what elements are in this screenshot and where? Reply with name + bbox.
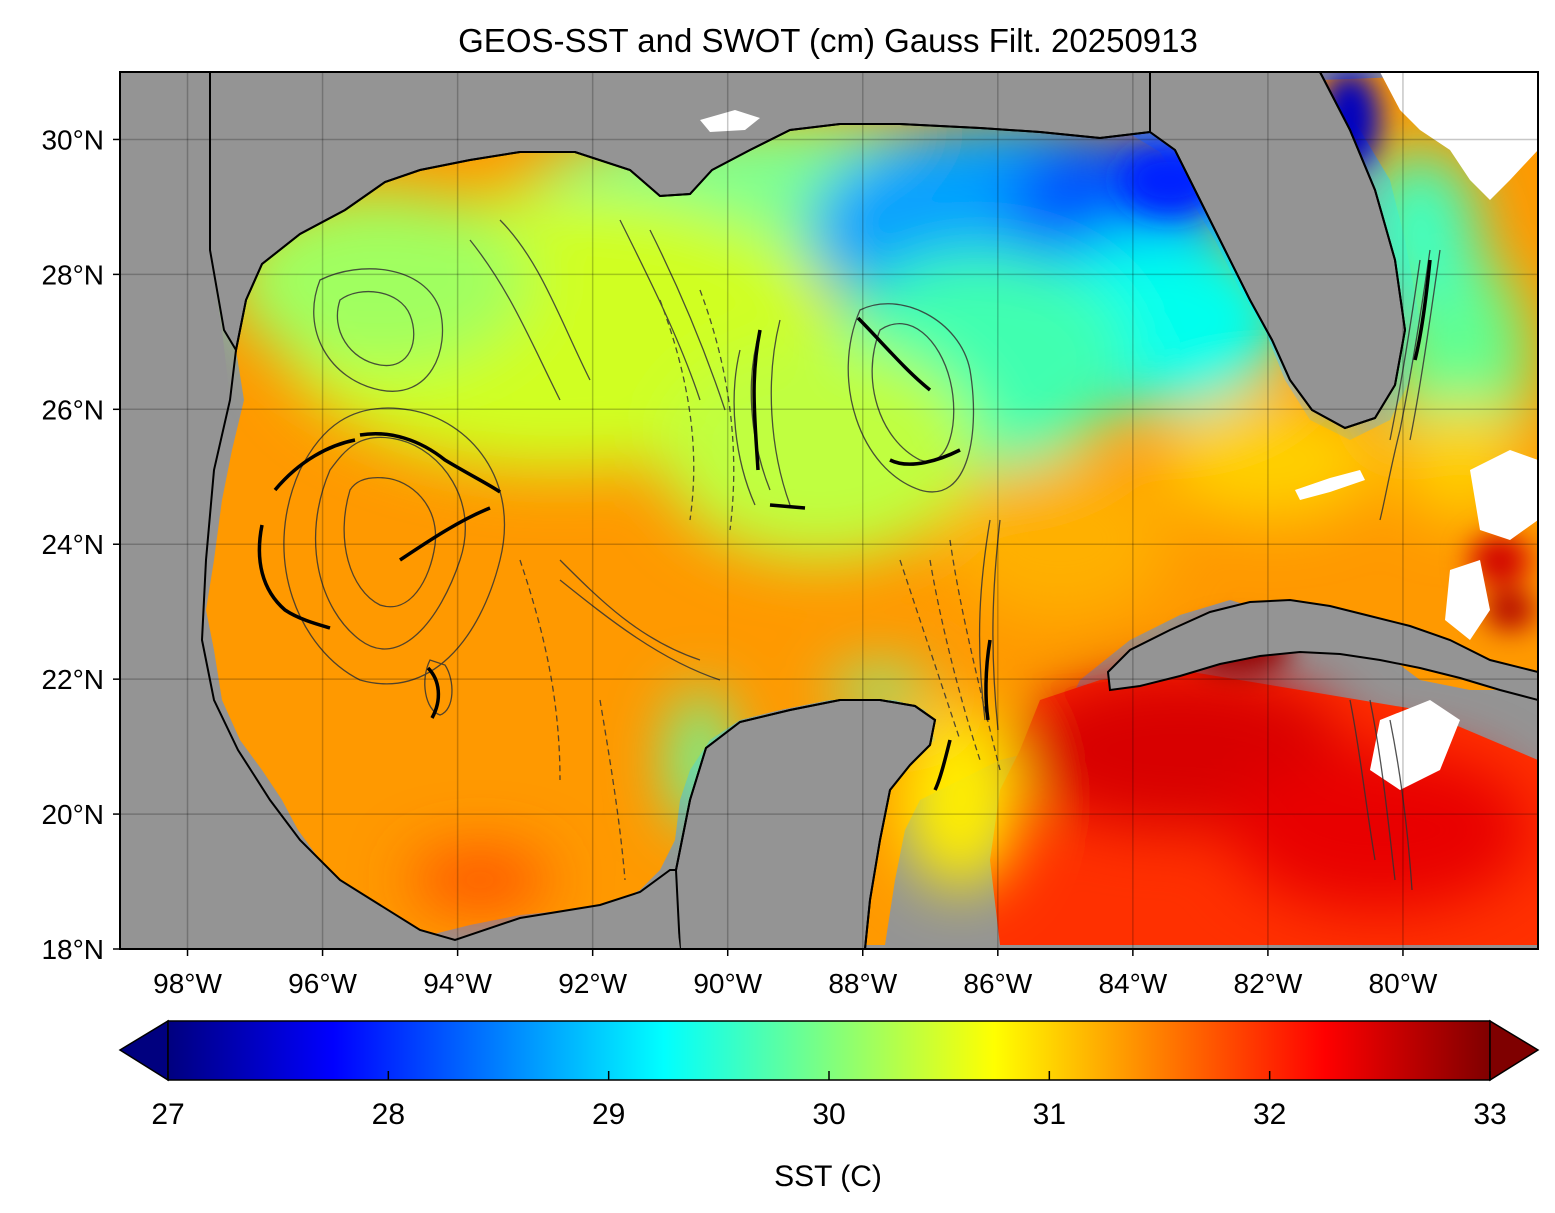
lon-tick-label: 90°W: [693, 968, 762, 999]
chart-title: GEOS-SST and SWOT (cm) Gauss Filt. 20250…: [458, 22, 1198, 59]
colorbar-tick-label: 27: [151, 1098, 184, 1131]
sst-field: [120, 72, 1538, 949]
lat-tick-label: 26°N: [41, 394, 104, 425]
colorbar-ticks: 27 28 29 30 31 32 33: [151, 1071, 1507, 1131]
lon-tick-label: 98°W: [153, 968, 222, 999]
lon-tick-label: 96°W: [288, 968, 357, 999]
latitude-tick-labels: 18°N 20°N 22°N 24°N 26°N 28°N 30°N: [41, 124, 120, 965]
colorbar-tick-label: 28: [372, 1098, 405, 1131]
map-panel: [120, 72, 1538, 949]
colorbar-tick-label: 32: [1253, 1098, 1286, 1131]
lat-tick-label: 24°N: [41, 529, 104, 560]
cuba-land: [1106, 598, 1538, 702]
lat-tick-label: 20°N: [41, 799, 104, 830]
map-frame: [119, 71, 1539, 950]
coastline: [200, 72, 1407, 949]
lon-tick-label: 84°W: [1098, 968, 1167, 999]
colorbar: 27 28 29 30 31 32 33 SST (C): [118, 1019, 1540, 1193]
map-gridlines: [120, 72, 1538, 949]
southern-mexico-land: [120, 72, 680, 949]
swot-thick-contours: [257, 259, 1432, 791]
lon-tick-label: 82°W: [1234, 968, 1303, 999]
colorbar-gradient: [167, 1020, 1491, 1081]
colorbar-tick-label: 31: [1033, 1098, 1066, 1131]
colorbar-extend-high: [1489, 1019, 1540, 1082]
colorbar-tick-label: 33: [1473, 1098, 1506, 1131]
lat-tick-label: 30°N: [41, 124, 104, 155]
colorbar-tick-label: 30: [812, 1098, 845, 1131]
lat-tick-label: 28°N: [41, 259, 104, 290]
lat-tick-label: 22°N: [41, 664, 104, 695]
lon-tick-label: 86°W: [963, 968, 1032, 999]
swot-contours: [283, 219, 1441, 891]
longitude-tick-labels: 98°W 96°W 94°W 92°W 90°W 88°W 86°W 84°W 82°W 80°W: [153, 949, 1438, 999]
colorbar-tick-label: 29: [592, 1098, 625, 1131]
lon-tick-label: 88°W: [828, 968, 897, 999]
lon-tick-label: 80°W: [1369, 968, 1438, 999]
colorbar-label: SST (C): [774, 1160, 882, 1193]
bahamas-mask: [1370, 450, 1538, 790]
colorbar-extend-low: [118, 1019, 169, 1082]
lon-tick-label: 92°W: [558, 968, 627, 999]
lake-mask: [700, 110, 760, 132]
lat-tick-label: 18°N: [41, 934, 104, 965]
florida-keys-mask: [1295, 470, 1365, 500]
lon-tick-label: 94°W: [423, 968, 492, 999]
atlantic-mask: [1380, 72, 1538, 200]
